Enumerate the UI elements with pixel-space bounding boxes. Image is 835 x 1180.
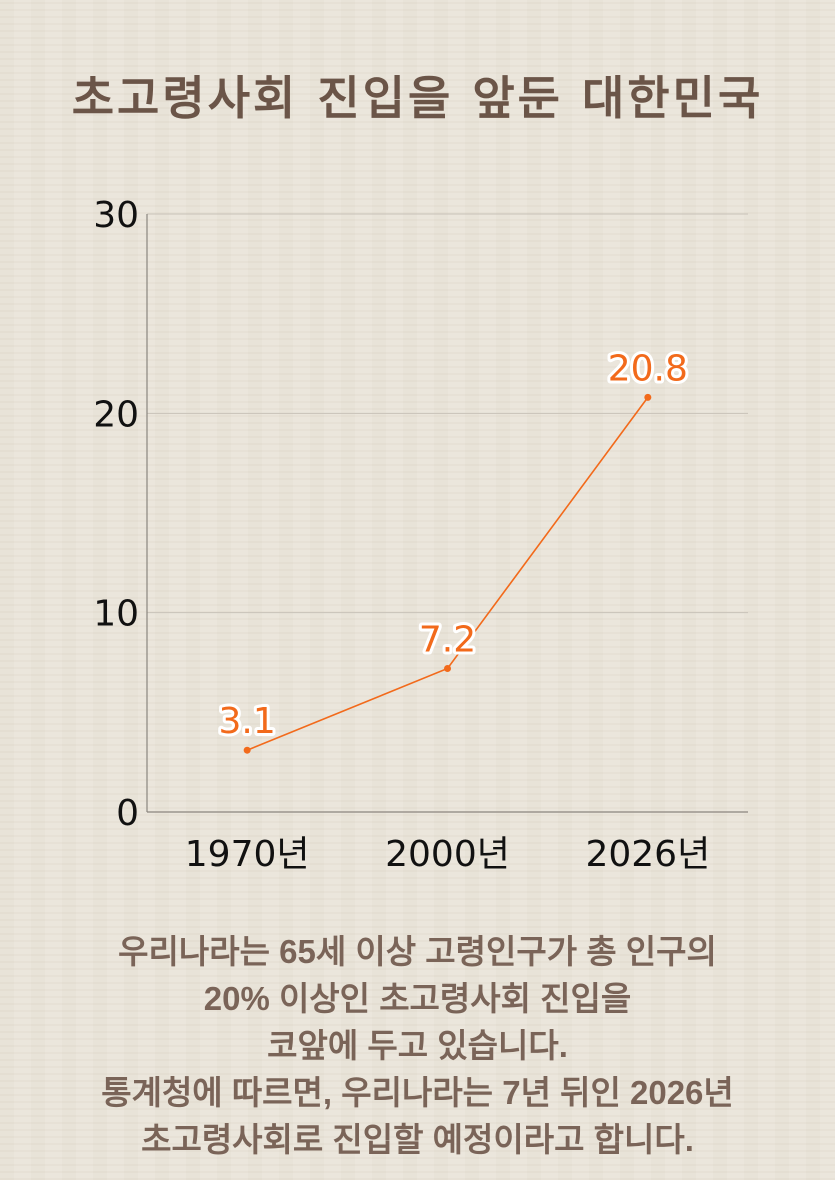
description-line: 20% 이상인 초고령사회 진입을 — [203, 980, 632, 1017]
data-point — [444, 664, 451, 672]
data-label: 3.1 — [219, 701, 276, 742]
description-line: 초고령사회로 진입할 예정이라고 합니다. — [141, 1121, 694, 1158]
y-tick-label: 0 — [116, 793, 139, 834]
y-tick-label: 10 — [93, 594, 139, 635]
y-tick-label: 20 — [93, 394, 139, 435]
description-line: 통계청에 따르면, 우리나라는 7년 뒤인 2026년 — [101, 1074, 734, 1111]
series-line — [246, 396, 649, 751]
description-line: 코앞에 두고 있습니다. — [267, 1027, 568, 1064]
data-label: 20.8 — [608, 348, 688, 389]
data-label: 7.2 — [419, 619, 476, 660]
description-line: 우리나라는 65세 이상 고령인구가 총 인구의 — [118, 933, 717, 970]
x-tick-label: 2000년 — [385, 834, 510, 875]
data-point — [243, 746, 251, 754]
description: 우리나라는 65세 이상 고령인구가 총 인구의 20% 이상인 초고령사회 진… — [0, 928, 835, 1163]
line-chart: 0 10 20 30 1970년 2000년 2026년 3.1 7.2 20.8 — [93, 195, 748, 875]
page-title: 초고령사회 진입을 앞둔 대한민국 — [71, 71, 764, 125]
x-tick-label: 2026년 — [585, 834, 710, 875]
x-tick-label: 1970년 — [185, 834, 310, 875]
y-tick-label: 30 — [93, 195, 139, 236]
data-point — [644, 393, 652, 401]
